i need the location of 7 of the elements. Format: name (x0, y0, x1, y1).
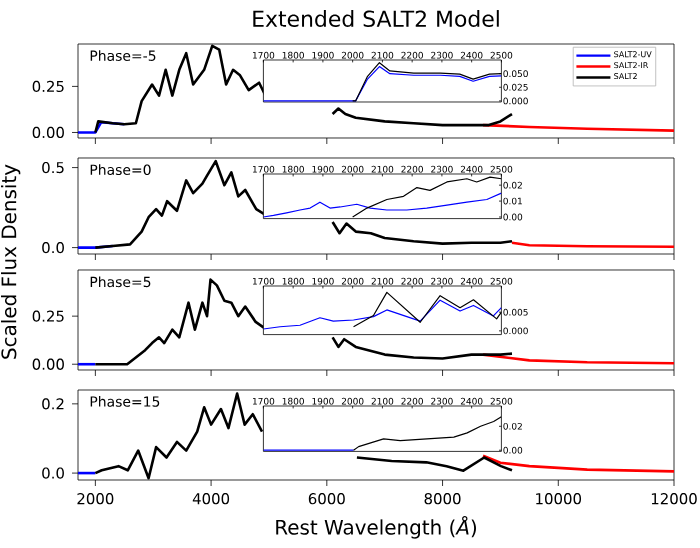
x-axis-title: Rest Wavelength (Å) (276, 516, 477, 539)
chart-title: Extended SALT2 Model (253, 10, 499, 28)
line-series (263, 65, 502, 102)
line-series (263, 299, 502, 330)
y-axis-title: Scaled Flux Density (0, 164, 21, 359)
line-series (263, 192, 502, 218)
line-series (481, 454, 675, 473)
